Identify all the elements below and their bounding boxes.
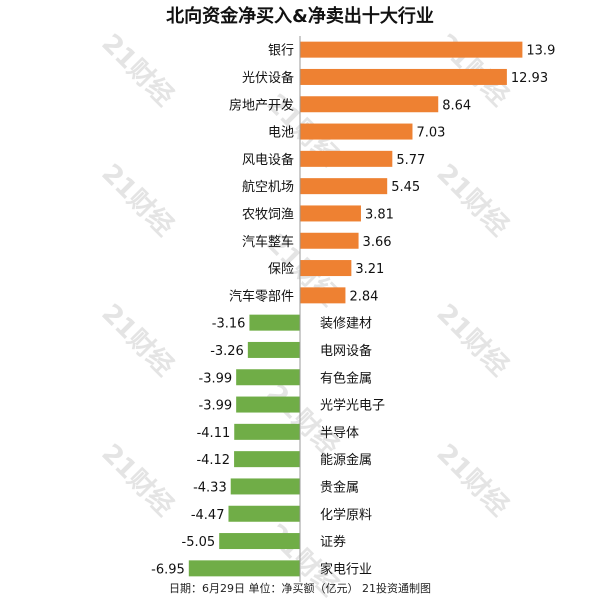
value-label: -4.33	[193, 480, 227, 495]
bar-0	[300, 41, 523, 58]
category-label: 半导体	[320, 426, 359, 441]
category-label: 能源金属	[320, 452, 372, 468]
category-label: 农牧饲渔	[242, 207, 294, 222]
value-label: 2.84	[349, 289, 378, 304]
bar-3	[300, 123, 413, 140]
category-label: 有色金属	[320, 370, 372, 386]
category-label: 贵金属	[320, 479, 359, 495]
bar-19	[188, 560, 300, 577]
category-label: 汽车整车	[242, 234, 294, 250]
value-label: 5.45	[391, 180, 420, 195]
category-label: 家电行业	[320, 561, 372, 577]
value-label: -3.99	[199, 371, 233, 386]
bar-14	[234, 423, 300, 440]
bar-17	[228, 505, 300, 522]
value-label: -3.26	[210, 344, 244, 359]
value-label: 7.03	[416, 126, 445, 141]
bar-18	[219, 533, 300, 550]
value-label: 3.81	[365, 207, 394, 222]
value-label: -4.11	[197, 426, 231, 441]
value-label: -4.12	[196, 453, 230, 468]
category-label: 电网设备	[320, 343, 372, 359]
bar-16	[230, 478, 300, 495]
category-label: 电池	[268, 126, 294, 141]
bar-12	[236, 369, 300, 386]
value-label: 13.9	[526, 44, 555, 59]
bar-8	[300, 260, 352, 277]
value-label: -5.05	[182, 535, 216, 550]
value-label: 5.77	[396, 153, 425, 168]
bar-4	[300, 150, 393, 167]
bar-2	[300, 96, 439, 113]
category-label: 保险	[268, 262, 294, 277]
category-label: 房地产开发	[229, 97, 294, 113]
bar-15	[234, 451, 300, 468]
chart-footer: 日期：6月29日 单位：净买额（亿元） 21投资通制图	[169, 582, 431, 595]
chart-title: 北向资金净买入&净卖出十大行业	[166, 6, 434, 27]
value-label: 12.93	[511, 71, 548, 86]
bar-1	[300, 68, 507, 85]
category-label: 证券	[320, 534, 346, 550]
bar-5	[300, 178, 388, 195]
category-label: 汽车零部件	[229, 288, 294, 304]
category-label: 装修建材	[320, 317, 372, 332]
bar-9	[300, 287, 346, 304]
value-label: -6.95	[151, 562, 185, 577]
bar-7	[300, 232, 359, 249]
category-label: 风电设备	[242, 152, 294, 168]
value-label: -3.16	[212, 317, 246, 332]
bar-6	[300, 205, 361, 222]
value-label: 8.64	[442, 98, 471, 113]
category-label: 银行	[268, 44, 294, 59]
value-label: 3.66	[363, 235, 392, 250]
category-label: 光伏设备	[242, 70, 294, 86]
value-label: 3.21	[355, 262, 384, 277]
value-label: -3.99	[199, 399, 233, 414]
bar-11	[247, 341, 300, 358]
value-label: -4.47	[191, 508, 225, 523]
category-label: 光学光电子	[320, 398, 385, 414]
category-label: 航空机场	[242, 179, 294, 195]
bar-10	[249, 314, 300, 331]
bar-13	[236, 396, 300, 413]
category-label: 化学原料	[320, 507, 372, 523]
